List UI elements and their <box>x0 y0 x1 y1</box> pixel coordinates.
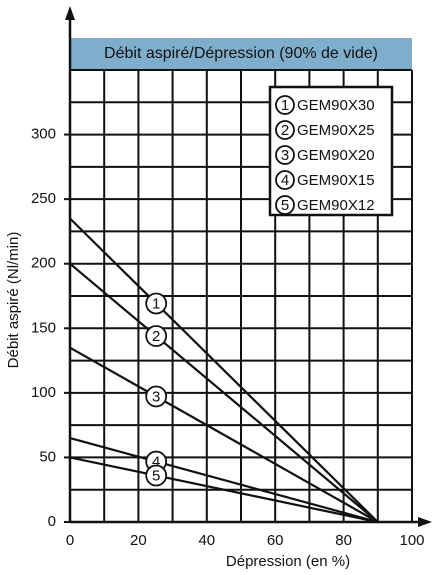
chart-title: Débit aspiré/Dépression (90% de vide) <box>104 45 378 62</box>
title-band <box>70 38 412 70</box>
legend-badge-label: 2 <box>281 122 289 139</box>
y-tick-label: 150 <box>31 319 56 336</box>
series-badge-label: 4 <box>152 454 160 471</box>
y-tick-label: 200 <box>31 255 56 272</box>
series-line <box>69 262 379 523</box>
legend-label: GEM90X30 <box>297 97 375 114</box>
y-tick-label: 250 <box>31 190 56 207</box>
legend-label: GEM90X12 <box>297 197 375 214</box>
y-tick-label: 50 <box>39 448 56 465</box>
series-badge <box>145 325 168 347</box>
series-line <box>69 436 379 524</box>
legend-badge-label: 3 <box>281 147 289 164</box>
x-tick-label: 40 <box>198 532 215 549</box>
series-badge-label: 2 <box>152 328 160 345</box>
legend-badge-label: 5 <box>281 197 289 214</box>
legend-badge <box>275 95 295 115</box>
legend-label: GEM90X25 <box>297 122 375 139</box>
x-tick-label: 60 <box>267 532 284 549</box>
legend-badge <box>275 170 295 190</box>
x-tick-label: 0 <box>66 532 74 549</box>
x-arrow <box>418 517 432 527</box>
legend-label: GEM90X15 <box>297 172 375 189</box>
series-badge-label: 3 <box>152 388 160 405</box>
series-line <box>69 217 379 523</box>
y-tick-label: 100 <box>31 384 56 401</box>
series-line <box>69 456 379 524</box>
x-tick-label: 20 <box>130 532 147 549</box>
y-axis-label: Débit aspiré (Nl/min) <box>5 232 22 369</box>
y-tick-label: 300 <box>31 126 56 143</box>
legend-badge <box>275 195 295 215</box>
x-tick-label: 80 <box>335 532 352 549</box>
series-badge <box>145 385 168 408</box>
legend-label: GEM90X20 <box>297 147 375 164</box>
x-axis-label: Dépression (en %) <box>226 553 350 570</box>
series-badge-label: 1 <box>152 295 160 312</box>
series-badge-label: 5 <box>152 467 160 484</box>
legend-badge-label: 4 <box>281 172 289 189</box>
y-arrow <box>65 6 75 20</box>
series-badge <box>145 292 168 315</box>
x-tick-label: 100 <box>399 532 424 549</box>
legend-badge <box>275 145 295 165</box>
series-line <box>69 346 379 523</box>
legend-badge-label: 1 <box>281 97 289 114</box>
series-badge <box>145 464 168 487</box>
legend-badge <box>275 120 295 140</box>
y-tick-label: 0 <box>48 513 56 530</box>
